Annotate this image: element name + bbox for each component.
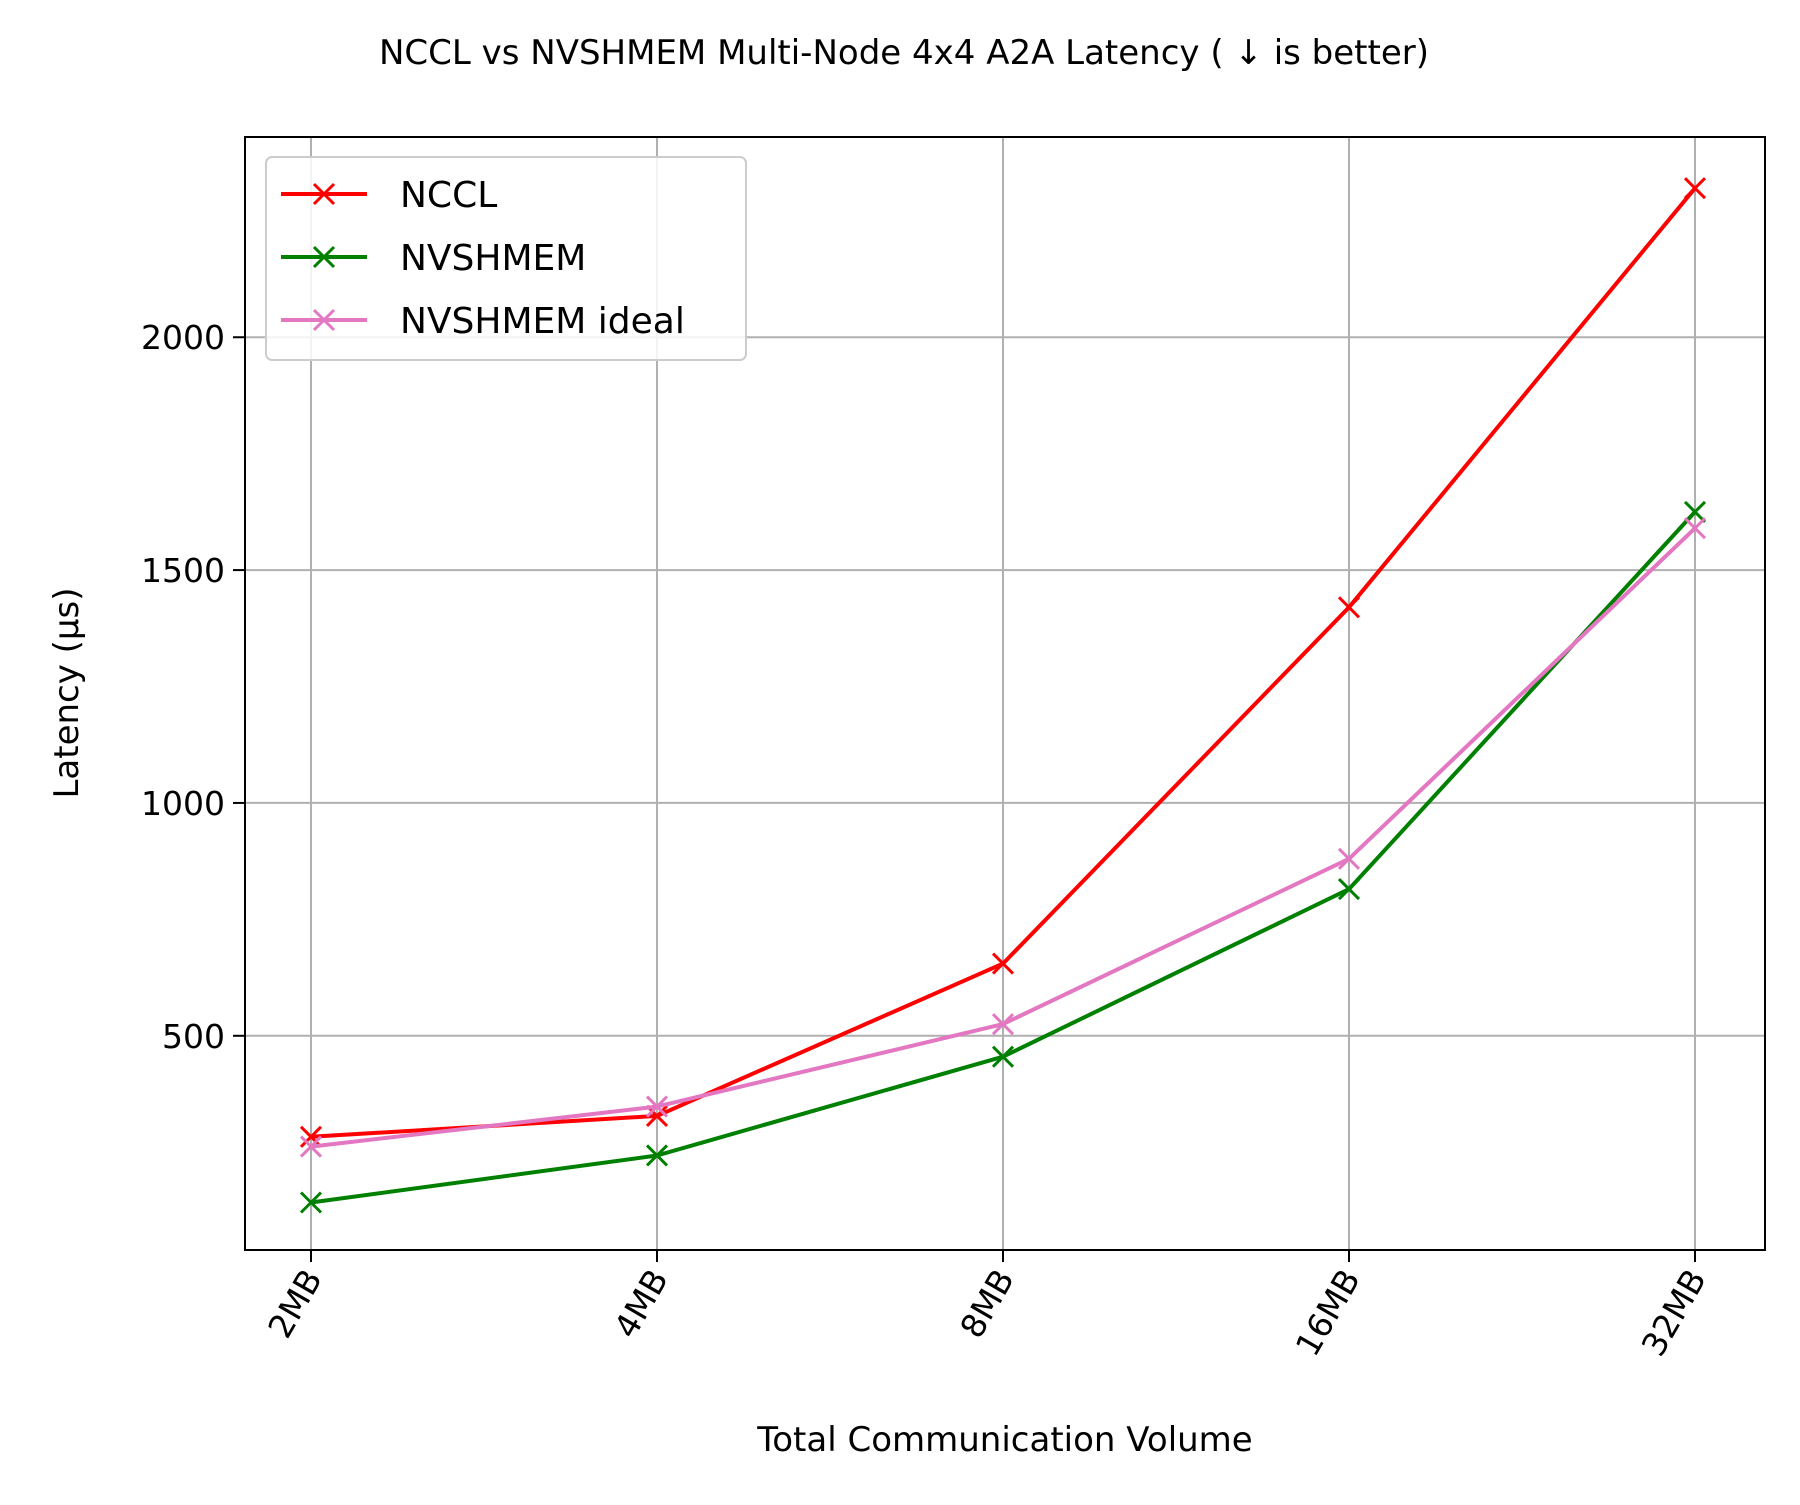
data-point-marker bbox=[1337, 847, 1361, 870]
data-point-marker bbox=[1683, 517, 1707, 540]
data-point-marker bbox=[299, 1135, 323, 1158]
plot-frame bbox=[244, 136, 1766, 1251]
y-tick-label: 1500 bbox=[141, 551, 225, 590]
data-point-marker bbox=[299, 1191, 323, 1214]
y-tick-label: 500 bbox=[162, 1017, 225, 1056]
legend-marker bbox=[312, 182, 336, 206]
chart-title: NCCL vs NVSHMEM Multi-Node 4x4 A2A Laten… bbox=[379, 33, 1429, 73]
data-point-marker bbox=[1683, 500, 1707, 523]
series-nccl bbox=[299, 177, 1707, 1148]
legend-label: NVSHMEM ideal bbox=[400, 301, 685, 342]
legend-box bbox=[265, 156, 747, 361]
x-axis-label: Total Communication Volume bbox=[756, 1420, 1252, 1460]
legend-marker bbox=[312, 245, 336, 269]
data-point-marker bbox=[299, 1125, 323, 1148]
y-tick-label: 2000 bbox=[141, 318, 225, 357]
series-nvshmem bbox=[299, 500, 1707, 1214]
y-axis-label: Latency (μs) bbox=[47, 587, 87, 798]
data-point-marker bbox=[991, 952, 1015, 975]
legend-label: NVSHMEM bbox=[400, 238, 586, 279]
y-tick-label: 1000 bbox=[141, 784, 225, 823]
data-point-marker bbox=[991, 1013, 1015, 1036]
series-nvshmem-ideal bbox=[299, 517, 1707, 1158]
legend-label: NCCL bbox=[400, 175, 497, 216]
data-point-marker bbox=[1683, 177, 1707, 200]
data-point-marker bbox=[645, 1144, 669, 1167]
legend-marker bbox=[312, 308, 336, 332]
legend: NCCL NVSHMEM NVSHMEM ideal bbox=[265, 156, 747, 361]
data-point-marker bbox=[991, 1045, 1015, 1068]
data-point-marker bbox=[1337, 878, 1361, 901]
series-layer bbox=[299, 177, 1707, 1214]
data-point-marker bbox=[1337, 596, 1361, 619]
data-point-marker bbox=[645, 1095, 669, 1118]
